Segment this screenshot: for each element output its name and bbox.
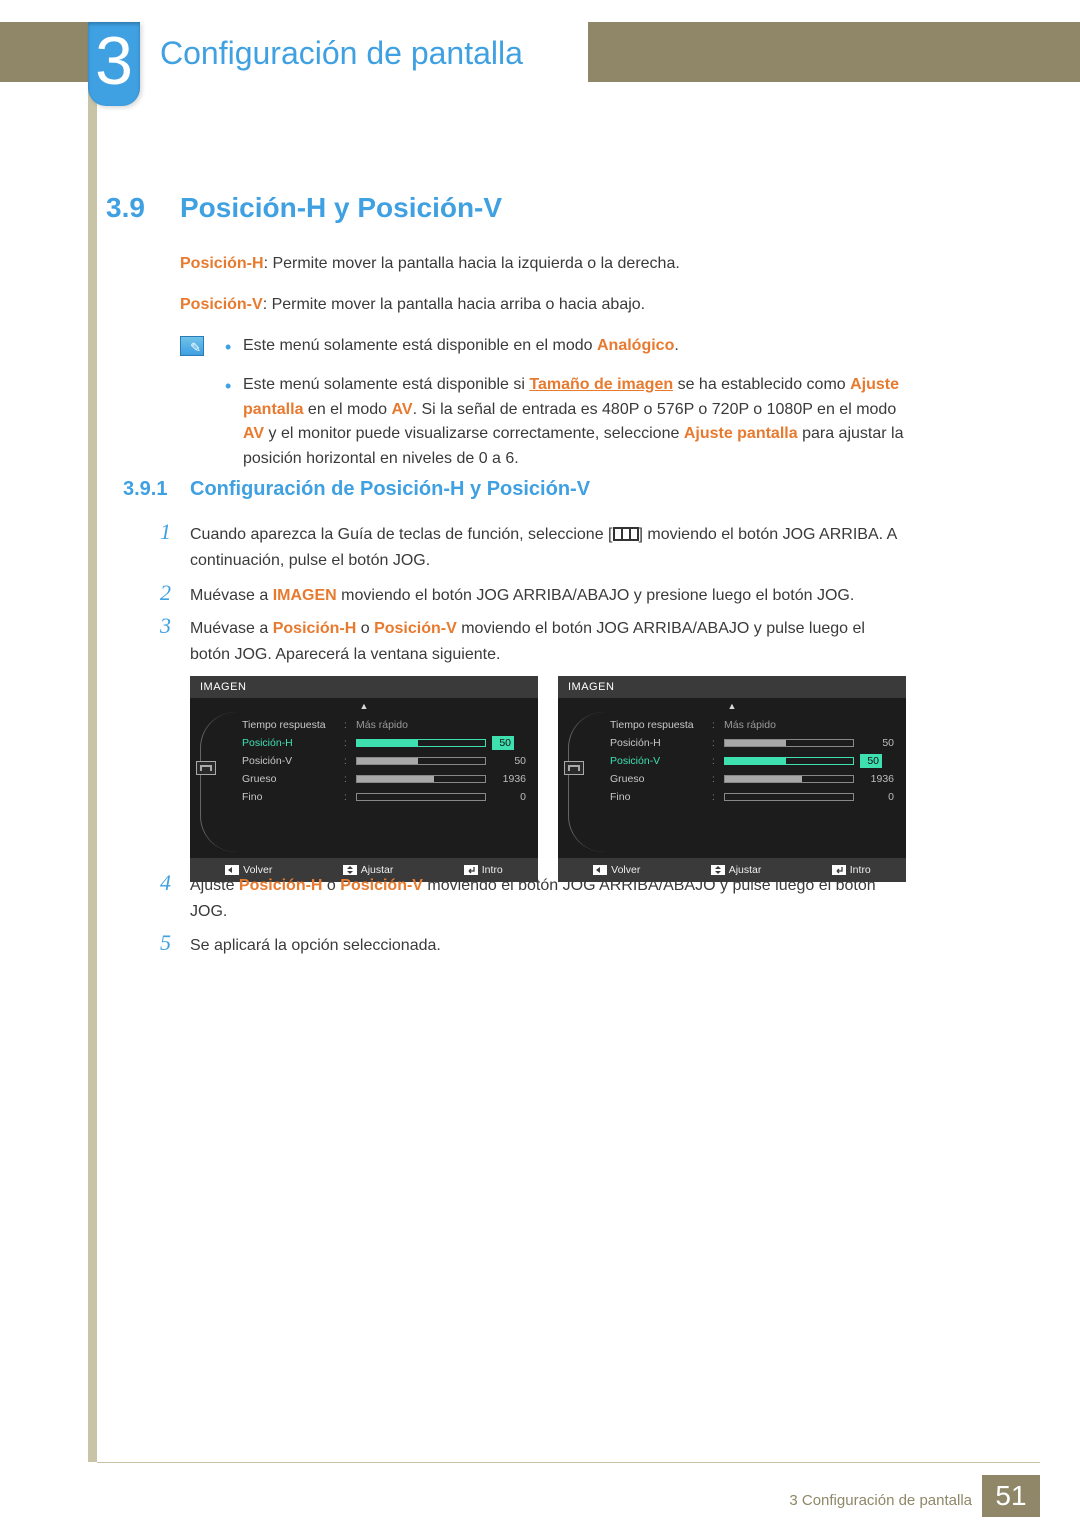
osd-panel-left: IMAGEN ▲ Tiempo respuesta: Más rápido Posi… [190,676,538,882]
subsection-title: Configuración de Posición-H y Posición-V [190,478,590,501]
osd-row: Posición-V: 50 [242,752,526,770]
osd-row-value: 50 [860,754,882,768]
note-list: Este menú solamente está disponible en e… [225,334,905,486]
step-number-5: 5 [160,930,171,956]
osd-row: Grueso: 1936 [610,770,894,788]
osd-slider [724,793,854,801]
osd-colon: : [712,774,718,785]
step-number-1: 1 [160,519,171,545]
osd-colon: : [712,756,718,767]
chapter-title: Configuración de pantalla [160,35,523,72]
step-number-4: 4 [160,870,171,896]
osd-row: Posición-H: 50 [610,734,894,752]
osd-slider [356,739,486,747]
step-number-2: 2 [160,580,171,606]
note-item-2: Este menú solamente está disponible si T… [225,373,905,472]
osd-slider [724,775,854,783]
section-number: 3.9 [106,192,145,224]
osd-row-label: Fino [242,791,338,803]
osd-slider [356,775,486,783]
osd-row-value: 0 [860,791,894,803]
osd-row: Grueso: 1936 [242,770,526,788]
step-text-1: Cuando aparezca la Guía de teclas de fun… [190,522,905,573]
footer-chapter-label: 3 Configuración de pantalla [789,1492,972,1509]
step-text-3: Muévase a Posición-H o Posición-V movien… [190,616,905,667]
osd-row: Fino: 0 [610,788,894,806]
osd-row: Fino: 0 [242,788,526,806]
osd-panel-right: IMAGEN ▲ Tiempo respuesta: Más rápido Posi… [558,676,906,882]
menu-icon [613,527,639,541]
osd-colon: : [712,720,718,731]
left-margin-stripe [88,22,97,1462]
chapter-number-badge: 3 [88,22,140,106]
osd-colon: : [344,720,350,731]
osd-row-value: 0 [492,791,526,803]
osd-row-label: Posición-V [610,755,706,767]
subsection-number: 3.9.1 [123,478,167,501]
osd-row-value: 50 [492,755,526,767]
osd-row: Posición-H: 50 [242,734,526,752]
step-text-4: Ajuste Posición-H o Posición-V moviendo … [190,873,905,924]
osd-up-arrow-icon: ▲ [190,698,538,714]
osd-colon: : [712,792,718,803]
osd-colon: : [712,738,718,749]
footer-rule [97,1462,1040,1463]
osd-row: Tiempo respuesta: Más rápido [242,716,526,734]
osd-row-value-text: Más rápido [724,719,776,731]
osd-title: IMAGEN [558,676,906,698]
osd-colon: : [344,774,350,785]
intro-block: Posición-H: Permite mover la pantalla ha… [180,252,900,334]
osd-slider [724,757,854,765]
osd-screenshots: IMAGEN ▲ Tiempo respuesta: Más rápido Posi… [190,676,910,882]
page-number: 51 [982,1475,1040,1517]
osd-curve-decor [568,712,604,852]
osd-row: Tiempo respuesta: Más rápido [610,716,894,734]
osd-up-arrow-icon: ▲ [558,698,906,714]
step-text-2: Muévase a IMAGEN moviendo el botón JOG A… [190,583,905,609]
osd-row-label: Posición-H [242,737,338,749]
osd-row-value: 1936 [492,773,526,785]
osd-row-value-text: Más rápido [356,719,408,731]
osd-row-label: Tiempo respuesta [242,719,338,731]
osd-curve-decor [200,712,236,852]
osd-colon: : [344,792,350,803]
osd-colon: : [344,738,350,749]
note-icon [180,336,204,356]
osd-row-value: 1936 [860,773,894,785]
step-number-3: 3 [160,613,171,639]
osd-title: IMAGEN [190,676,538,698]
osd-colon: : [344,756,350,767]
label-position-v: Posición-V [180,296,263,313]
section-title: Posición-H y Posición-V [180,192,502,224]
osd-row-label: Fino [610,791,706,803]
osd-slider [724,739,854,747]
osd-row-label: Posición-H [610,737,706,749]
osd-tab-icon [196,761,216,775]
osd-row-label: Posición-V [242,755,338,767]
osd-row-value: 50 [860,737,894,749]
note-item-1: Este menú solamente está disponible en e… [225,334,905,359]
osd-row: Posición-V: 50 [610,752,894,770]
osd-slider [356,793,486,801]
position-h-description: Posición-H: Permite mover la pantalla ha… [180,252,900,277]
osd-row-label: Grueso [242,773,338,785]
osd-tab-icon [564,761,584,775]
osd-row-value: 50 [492,736,514,750]
step-text-5: Se aplicará la opción seleccionada. [190,933,905,959]
position-v-description: Posición-V: Permite mover la pantalla ha… [180,293,900,318]
osd-row-label: Grueso [610,773,706,785]
osd-row-label: Tiempo respuesta [610,719,706,731]
label-position-h: Posición-H [180,255,264,272]
osd-slider [356,757,486,765]
